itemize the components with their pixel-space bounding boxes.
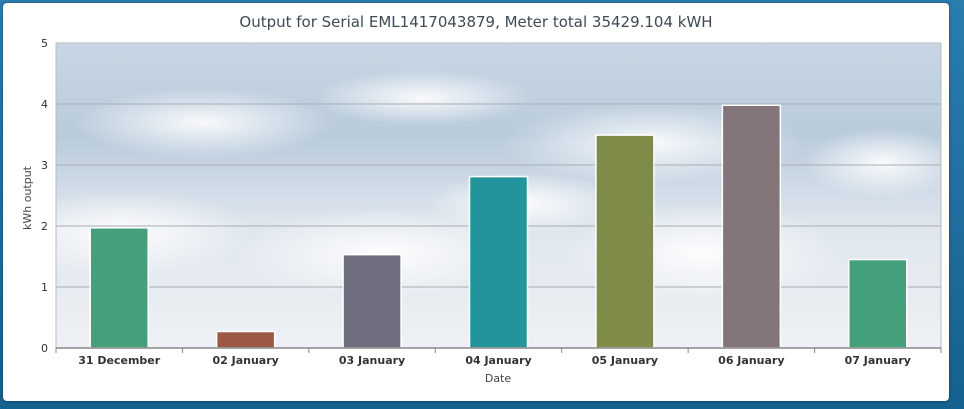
- cloud-shape: [233, 208, 533, 298]
- x-tick-label: 31 December: [78, 354, 161, 367]
- x-tick-label: 02 January: [212, 354, 278, 367]
- cloud-shape: [73, 88, 333, 158]
- bars: [89, 104, 908, 349]
- bar[interactable]: [89, 227, 149, 349]
- y-tick-label: 0: [41, 342, 48, 355]
- x-tick-label: 05 January: [592, 354, 658, 367]
- bar[interactable]: [848, 258, 908, 349]
- x-tick-label: 04 January: [465, 354, 531, 367]
- bar[interactable]: [721, 104, 782, 349]
- y-axis-label: kWh output: [21, 165, 34, 230]
- cloud-shape: [313, 70, 533, 126]
- bar[interactable]: [468, 175, 529, 349]
- axes: 0 1 2 3 4 5 31 December 02 January 03 January 04 …: [41, 37, 942, 367]
- y-tick-label: 1: [41, 281, 48, 294]
- x-tick-label: 06 January: [718, 354, 784, 367]
- kwh-bar-chart: Output for Serial EML1417043879, Meter t…: [21, 13, 942, 385]
- bar[interactable]: [342, 253, 402, 349]
- chart-card: Output for Serial EML1417043879, Meter t…: [3, 3, 949, 401]
- y-tick-label: 3: [41, 159, 48, 172]
- x-tick-label: 03 January: [339, 354, 405, 367]
- chart-title: Output for Serial EML1417043879, Meter t…: [239, 13, 712, 31]
- bar[interactable]: [595, 134, 655, 349]
- x-tick-label: 07 January: [845, 354, 911, 367]
- y-tick-label: 5: [41, 37, 48, 50]
- y-tick-label: 2: [41, 220, 48, 233]
- x-axis-label: Date: [485, 372, 512, 385]
- bar[interactable]: [215, 330, 276, 349]
- cloud-shape: [803, 128, 941, 198]
- y-tick-label: 4: [41, 98, 48, 111]
